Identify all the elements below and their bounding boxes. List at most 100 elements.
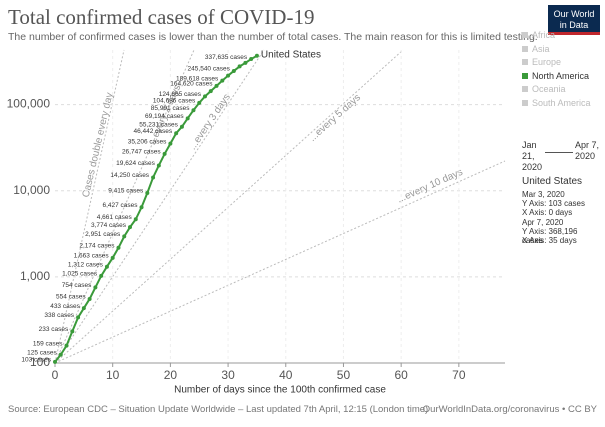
- reference-line: [54, 49, 265, 364]
- data-point: [197, 100, 202, 105]
- data-label: 337,635 cases: [205, 54, 248, 61]
- legend-item[interactable]: Oceania: [522, 84, 566, 94]
- legend-item[interactable]: South America: [522, 98, 591, 108]
- data-label: 9,415 cases: [108, 188, 144, 195]
- legend-label: North America: [532, 70, 590, 81]
- data-label: 2,174 cases: [79, 243, 115, 250]
- data-point: [87, 296, 92, 301]
- data-point: [185, 116, 190, 121]
- data-point: [237, 64, 242, 69]
- data-point: [104, 264, 109, 269]
- x-tick-label: 30: [221, 368, 235, 382]
- source: Source: European CDC – Situation Update …: [8, 404, 429, 415]
- data-point: [133, 217, 138, 222]
- data-point: [64, 343, 69, 348]
- data-label: 245,540 cases: [188, 66, 231, 73]
- data-point: [243, 60, 248, 65]
- logo-line: Our World: [553, 9, 595, 19]
- x-tick-label: 20: [164, 368, 178, 382]
- data-point: [139, 205, 144, 210]
- data-point: [162, 151, 167, 156]
- data-point: [231, 68, 236, 73]
- time-start: Jan 21, 2020: [522, 140, 543, 172]
- y-tick-label: 100,000: [7, 97, 51, 111]
- info-start: X Axis: 0 days: [522, 208, 573, 217]
- info-end: Apr 7, 2020: [522, 218, 564, 227]
- info-end: Y Axis: 368,196 cases: [522, 227, 578, 245]
- data-label: 1,312 cases: [68, 261, 104, 268]
- data-point: [254, 53, 259, 58]
- reference-line: [54, 49, 125, 364]
- logo[interactable]: Our World in Data: [548, 5, 600, 35]
- data-point: [208, 89, 213, 94]
- data-point: [179, 124, 184, 129]
- y-tick-label: 1,000: [20, 269, 50, 283]
- data-point: [81, 306, 86, 311]
- data-point: [174, 131, 179, 136]
- data-label: 6,427 cases: [102, 202, 138, 209]
- data-point: [70, 329, 75, 334]
- legend-label: Africa: [532, 30, 556, 40]
- data-point: [99, 273, 104, 278]
- info-end: X Axis: 35 days: [522, 236, 577, 245]
- info-title: United States: [522, 176, 583, 187]
- data-point: [220, 78, 225, 83]
- y-tick-label: 10,000: [13, 183, 50, 197]
- chart-title: Total confirmed cases of COVID-19: [8, 5, 315, 29]
- data-label: 1,025 cases: [62, 271, 98, 278]
- data-point: [156, 163, 161, 168]
- data-point: [168, 141, 173, 146]
- x-axis-label: Number of days since the 100th confirmed…: [174, 385, 386, 396]
- data-point: [128, 225, 132, 230]
- x-tick-label: 60: [394, 368, 408, 382]
- legend-item[interactable]: Europe: [522, 57, 561, 67]
- data-point: [214, 83, 219, 88]
- legend-label: South America: [532, 97, 591, 108]
- legend-swatch: [522, 72, 528, 79]
- data-point: [151, 175, 156, 180]
- x-tick-label: 40: [279, 368, 293, 382]
- data-point: [122, 234, 127, 239]
- legend-swatch: [522, 59, 528, 65]
- data-label: 164,620 cases: [170, 81, 213, 88]
- data-label: 103 cases: [21, 357, 51, 364]
- data-label: 433 cases: [50, 303, 80, 310]
- legend-item[interactable]: Asia: [522, 44, 550, 54]
- data-label: 124,665 cases: [159, 91, 202, 98]
- data-label: 4,661 cases: [97, 214, 133, 221]
- reference-lines: [54, 49, 506, 364]
- time-end: Apr 7, 2020: [575, 140, 600, 161]
- data-point: [110, 255, 115, 260]
- series-label: United States: [261, 49, 321, 60]
- data-label: 189,618 cases: [176, 75, 219, 82]
- x-tick-label: 0: [52, 368, 59, 382]
- legend-swatch: [522, 99, 528, 106]
- annotation: ...every 10 days: [396, 167, 465, 206]
- data-point: [226, 73, 231, 78]
- data-label: 233 cases: [39, 326, 69, 333]
- x-tick-label: 70: [452, 368, 466, 382]
- legend-label: Oceania: [532, 84, 566, 94]
- data-label: 55,231 cases: [139, 121, 178, 128]
- timeline: [545, 152, 573, 153]
- data-label: 46,442 cases: [133, 128, 172, 135]
- legend-swatch: [522, 32, 528, 38]
- data-point: [116, 245, 121, 250]
- data-label: 3,774 cases: [91, 222, 127, 229]
- chart-subtitle: The number of confirmed cases is lower t…: [8, 31, 538, 43]
- data-label: 19,624 cases: [116, 160, 155, 167]
- data-label: 2,951 cases: [85, 231, 121, 238]
- legend-item[interactable]: North America: [522, 71, 589, 81]
- data-label: 35,206 cases: [128, 138, 167, 145]
- reference-line: [54, 49, 195, 364]
- legend-label: Asia: [532, 43, 550, 54]
- data-point: [145, 190, 150, 195]
- data-label: 85,991 cases: [151, 105, 190, 112]
- data-point: [203, 94, 207, 99]
- legend-item[interactable]: Africa: [522, 30, 555, 40]
- data-point: [191, 108, 196, 113]
- data-label: 754 cases: [62, 282, 92, 289]
- x-tick-label: 10: [106, 368, 120, 382]
